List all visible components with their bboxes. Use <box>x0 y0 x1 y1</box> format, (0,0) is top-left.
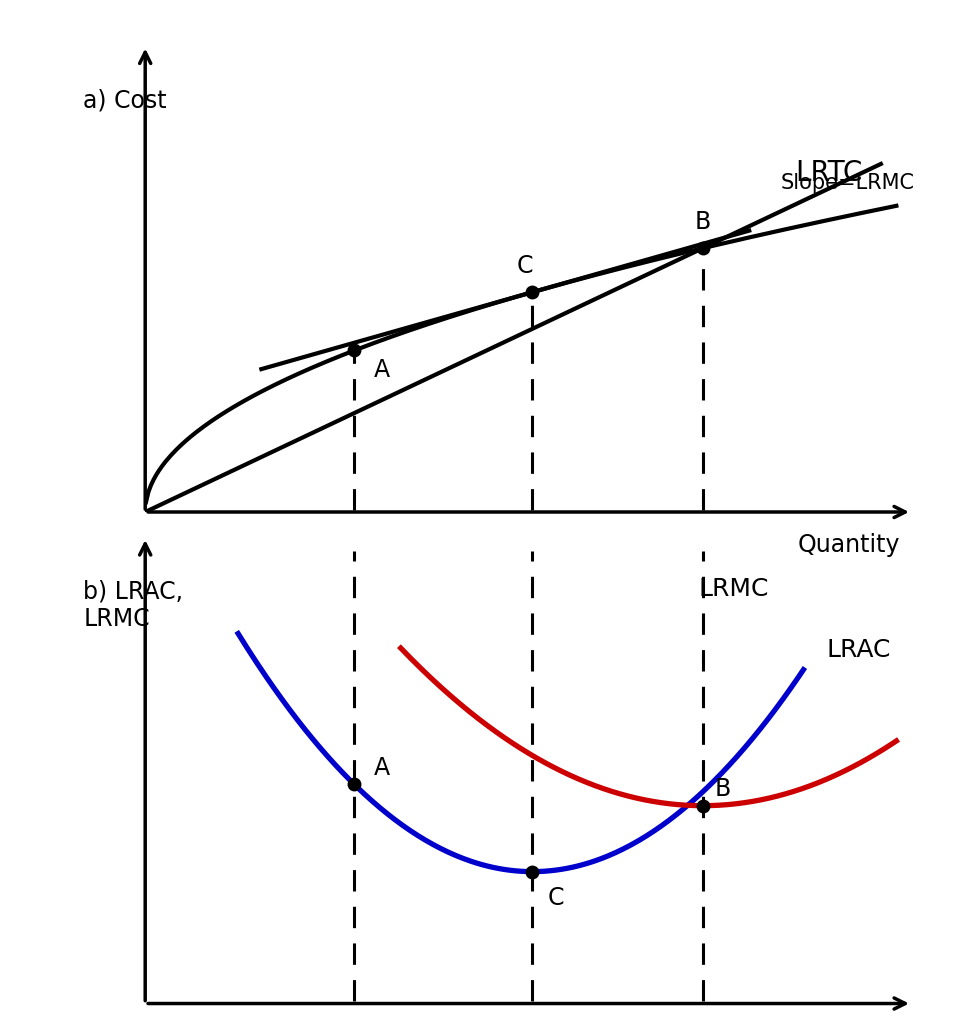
Text: b) LRAC,
LRMC: b) LRAC, LRMC <box>83 580 183 632</box>
Text: a) Cost: a) Cost <box>83 88 166 112</box>
Text: LRAC: LRAC <box>827 638 892 663</box>
Text: C: C <box>548 886 564 909</box>
Text: C: C <box>517 254 533 279</box>
Text: LRTC: LRTC <box>796 159 863 187</box>
Text: A: A <box>374 357 390 382</box>
Text: B: B <box>714 777 731 801</box>
Text: Quantity: Quantity <box>798 534 900 557</box>
Text: A: A <box>374 756 390 779</box>
Text: B: B <box>695 210 711 234</box>
Text: LRMC: LRMC <box>699 577 770 601</box>
Text: Slope=LRMC: Slope=LRMC <box>780 173 914 193</box>
